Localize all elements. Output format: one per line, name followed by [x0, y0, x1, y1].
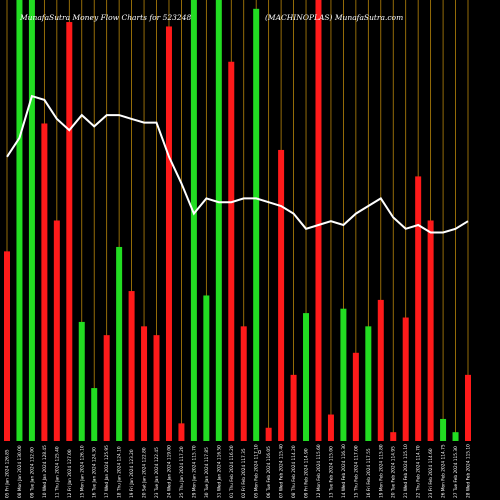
- x-tick-label: 08 Mon Jan 2024 130.00: [17, 445, 23, 498]
- money-flow-bar: [128, 291, 135, 441]
- money-flow-bar: [78, 321, 85, 441]
- x-tick-label: 10 Wed Jan 2024 128.45: [42, 445, 48, 498]
- x-tick-label: 20 Tue Feb 2024 114.95: [391, 446, 397, 498]
- x-tick-label: 19 Mon Feb 2024 115.80: [378, 444, 384, 498]
- money-flow-bar: [390, 432, 397, 441]
- money-flow-bar: [66, 22, 73, 442]
- x-tick-labels: 05 Fri Jan 2024 126.85 08 Mon Jan 2024 13…: [5, 444, 472, 498]
- money-flow-bar: [240, 326, 247, 441]
- money-flow-bar: [53, 220, 60, 441]
- flow-line: [6, 94, 469, 234]
- bar-series: [4, 0, 471, 442]
- money-flow-bar: [327, 414, 334, 441]
- money-flow-bar: [203, 295, 210, 441]
- x-tick-label: 17 Wed Jan 2024 125.95: [104, 445, 110, 498]
- x-tick-label: 23 Tue Jan 2024 122.45: [154, 447, 160, 498]
- money-flow-bar: [402, 317, 409, 441]
- x-tick-label: 12 Fri Jan 2024 127.00: [67, 449, 73, 498]
- mid-axis-label: 0: [258, 450, 261, 456]
- x-tick-label: 13 Tue Feb 2024 115.00: [328, 446, 334, 498]
- x-tick-label: 05 Fri Jan 2024 126.85: [5, 449, 11, 498]
- x-tick-label: 31 Wed Jan 2024 116.50: [216, 445, 222, 498]
- x-tick-label: 02 Fri Feb 2024 117.35: [241, 448, 247, 498]
- x-tick-label: 15 Mon Jan 2024 126.10: [79, 445, 85, 498]
- money-flow-bar: [228, 61, 235, 442]
- x-tick-label: 15 Thu Feb 2024 117.00: [353, 445, 359, 498]
- money-flow-bar: [278, 149, 285, 441]
- x-tick-label: 29 Mon Jan 2024 115.70: [191, 445, 197, 498]
- money-flow-bar: [440, 418, 447, 441]
- money-flow-bar: [103, 335, 110, 441]
- money-flow-bar: [415, 176, 422, 441]
- money-flow-bar: [340, 308, 347, 441]
- x-tick-label: 09 Fri Feb 2024 114.90: [304, 448, 310, 498]
- money-flow-bar: [153, 335, 160, 441]
- money-flow-bar: [465, 374, 471, 441]
- x-tick-label: 11 Thu Jan 2024 125.40: [54, 446, 60, 498]
- x-tick-label: 26 Mon Feb 2024 114.75: [441, 444, 447, 498]
- x-tick-label: 08 Thu Feb 2024 114.20: [291, 445, 297, 498]
- x-tick-label: 18 Thu Jan 2024 124.10: [117, 446, 123, 498]
- x-tick-label: 14 Wed Feb 2024 116.30: [341, 444, 347, 498]
- x-tick-label: 09 Tue Jan 2024 132.00: [29, 447, 35, 498]
- money-flow-bar: [16, 0, 23, 441]
- money-flow-bar: [178, 423, 185, 441]
- x-tick-label: 16 Fri Feb 2024 117.55: [366, 448, 372, 498]
- money-flow-bar: [377, 299, 384, 441]
- money-flow-bar: [4, 251, 10, 441]
- x-tick-label: 01 Thu Feb 2024 116.20: [229, 445, 235, 498]
- money-flow-bar: [41, 123, 48, 441]
- x-tick-label: 12 Mon Feb 2024 115.60: [316, 444, 322, 498]
- money-flow-bar: [352, 352, 359, 441]
- chart-title-left: MunafaSutra Money Flow Charts for 523248: [19, 13, 191, 22]
- x-tick-label: 16 Tue Jan 2024 124.30: [92, 447, 98, 498]
- money-flow-bar: [303, 313, 310, 441]
- x-tick-label: 05 Mon Feb 2024 117.10: [254, 444, 260, 498]
- x-tick-label: 22 Thu Feb 2024 114.70: [416, 445, 422, 498]
- money-flow-bar: [427, 220, 434, 441]
- x-tick-label: 24 Wed Jan 2024 119.00: [166, 445, 172, 498]
- money-flow-bar: [265, 427, 272, 441]
- money-flow-bar: [290, 374, 297, 441]
- money-flow-bar: [365, 326, 372, 441]
- money-flow-bar: [141, 326, 148, 441]
- x-tick-label: 21 Wed Feb 2024 115.10: [403, 444, 409, 498]
- chart-title-right: (MACHINOPLAS) MunafaSutra.com: [265, 13, 403, 22]
- money-flow-bar: [116, 246, 123, 441]
- money-flow-bar: [253, 8, 260, 441]
- x-tick-label: 20 Sat Jan 2024 122.80: [142, 447, 148, 498]
- x-tick-label: 30 Tue Jan 2024 117.85: [204, 447, 210, 498]
- money-flow-bar: [165, 26, 172, 442]
- x-tick-label: 27 Tue Feb 2024 115.30: [453, 446, 459, 498]
- x-tick-label: 07 Wed Feb 2024 115.40: [279, 444, 285, 498]
- x-tick-label: 06 Tue Feb 2024 116.05: [266, 446, 272, 498]
- x-tick-label: 25 Thu Jan 2024 117.20: [179, 446, 185, 498]
- x-tick-label: 28 Wed Feb 2024 115.10: [466, 444, 472, 498]
- money-flow-bar: [190, 0, 197, 441]
- money-flow-bar: [315, 0, 322, 441]
- money-flow-bar: [28, 0, 35, 441]
- x-tick-label: 19 Fri Jan 2024 123.20: [129, 449, 135, 498]
- money-flow-bar: [452, 432, 459, 441]
- money-flow-bar: [215, 0, 222, 441]
- x-tick-label: 23 Fri Feb 2024 114.60: [428, 448, 434, 498]
- money-flow-bar: [91, 388, 98, 441]
